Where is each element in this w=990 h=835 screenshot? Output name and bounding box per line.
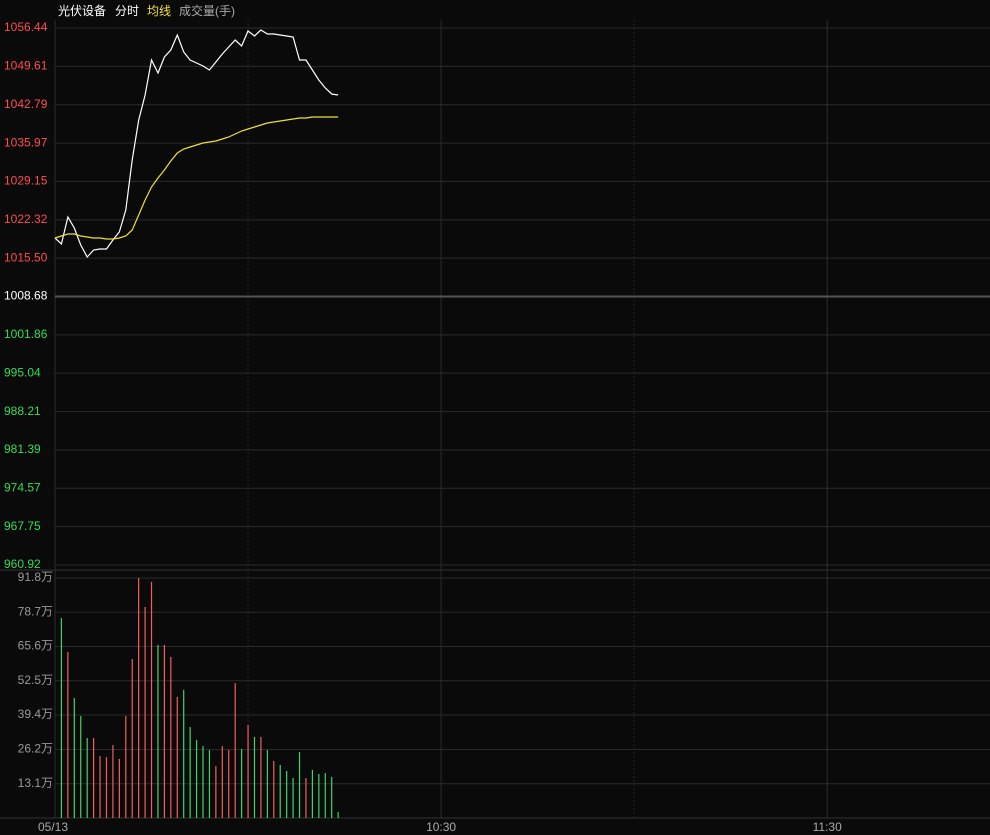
chart-subtitle: 分时	[115, 4, 139, 18]
legend-entry: 均线	[147, 4, 171, 18]
y-tick-label: 974.57	[4, 480, 41, 494]
y-tick-label: 1001.86	[4, 327, 48, 341]
y-tick-label: 995.04	[4, 365, 41, 379]
series-line	[54, 29, 339, 259]
y-tick-label: 967.75	[4, 519, 41, 533]
y-tick-label: 988.21	[4, 404, 41, 418]
x-tick-label: 05/13	[38, 820, 68, 834]
y-tick-label: 1015.50	[4, 250, 48, 264]
y-tick-label: 39.4万	[18, 707, 53, 721]
y-tick-label: 1035.97	[4, 135, 48, 149]
x-tick-label: 11:30	[813, 820, 842, 834]
y-tick-label: 1049.61	[4, 59, 48, 73]
y-tick-label: 1029.15	[4, 174, 48, 188]
x-tick-label: 10:30	[426, 820, 456, 834]
chart-title: 光伏设备	[58, 4, 106, 18]
volume-title: 成交量(手)	[179, 3, 235, 18]
y-tick-label: 960.92	[4, 557, 41, 571]
y-tick-label: 65.6万	[18, 639, 53, 653]
y-tick-label: 78.7万	[18, 604, 53, 618]
y-tick-label: 1008.68	[4, 289, 48, 303]
y-tick-label: 1042.79	[4, 97, 48, 111]
y-tick-label: 1022.32	[4, 212, 48, 226]
series-line	[54, 116, 339, 240]
y-tick-label: 1056.44	[4, 20, 48, 34]
y-tick-label: 26.2万	[18, 742, 53, 756]
y-tick-label: 52.5万	[18, 673, 53, 687]
y-tick-label: 13.1万	[18, 776, 53, 790]
y-tick-label: 981.39	[4, 442, 41, 456]
y-tick-label: 91.8万	[18, 570, 53, 584]
